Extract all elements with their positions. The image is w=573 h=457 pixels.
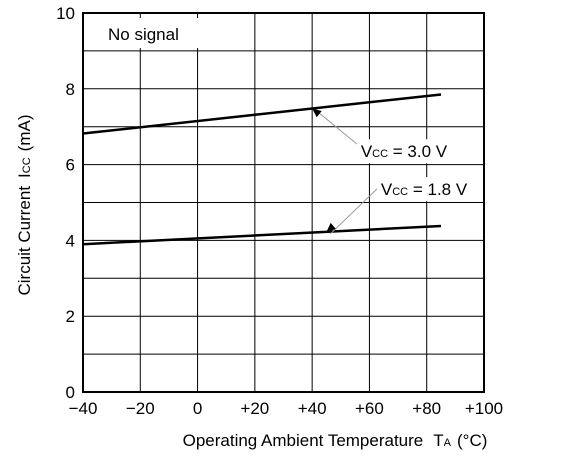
series-leader-arrowhead [326,222,336,232]
y-tick-label: 6 [66,156,75,175]
y-axis-title: Circuit CurrentICC(mA) [15,114,34,295]
series-line [82,224,442,246]
grid [83,13,484,392]
x-tick-label: 0 [193,399,202,418]
series-leader-line [330,184,382,235]
series-label: VCC = 1.8 V [381,180,468,199]
series-leader-arrowhead [312,108,322,118]
x-tick-label: +80 [412,399,441,418]
series-label: VCC = 3.0 V [361,142,448,161]
series-label-background [356,139,452,164]
series-line [82,93,442,135]
x-tick-label: −20 [126,399,155,418]
annotation-no-signal: No signal [108,25,179,44]
y-tick-label: 2 [66,307,75,326]
x-axis-title: Operating Ambient Temperature TA (°C) [183,431,488,450]
series-leader-line [315,110,362,148]
x-tick-label: +60 [355,399,384,418]
series-leader-lines [312,108,382,235]
series-lines [82,93,442,246]
series-label-background [376,177,472,202]
y-tick-label: 8 [66,80,75,99]
plot-frame [82,12,485,393]
y-tick-label: 0 [66,383,75,402]
y-tick-label: 10 [56,4,75,23]
y-tick-label: 4 [66,231,75,250]
series-labels: VCC = 3.0 V VCC = 1.8 V [356,139,472,202]
no-signal-box: No signal [96,18,211,48]
x-tick-label: +100 [465,399,503,418]
x-tick-label: +40 [298,399,327,418]
x-tick-label: −40 [69,399,98,418]
x-tick-labels: −40 −20 0 +20 +40 +60 +80 +100 [69,399,504,418]
x-tick-label: +20 [240,399,269,418]
y-tick-labels: 0 2 4 6 8 10 [56,4,75,402]
